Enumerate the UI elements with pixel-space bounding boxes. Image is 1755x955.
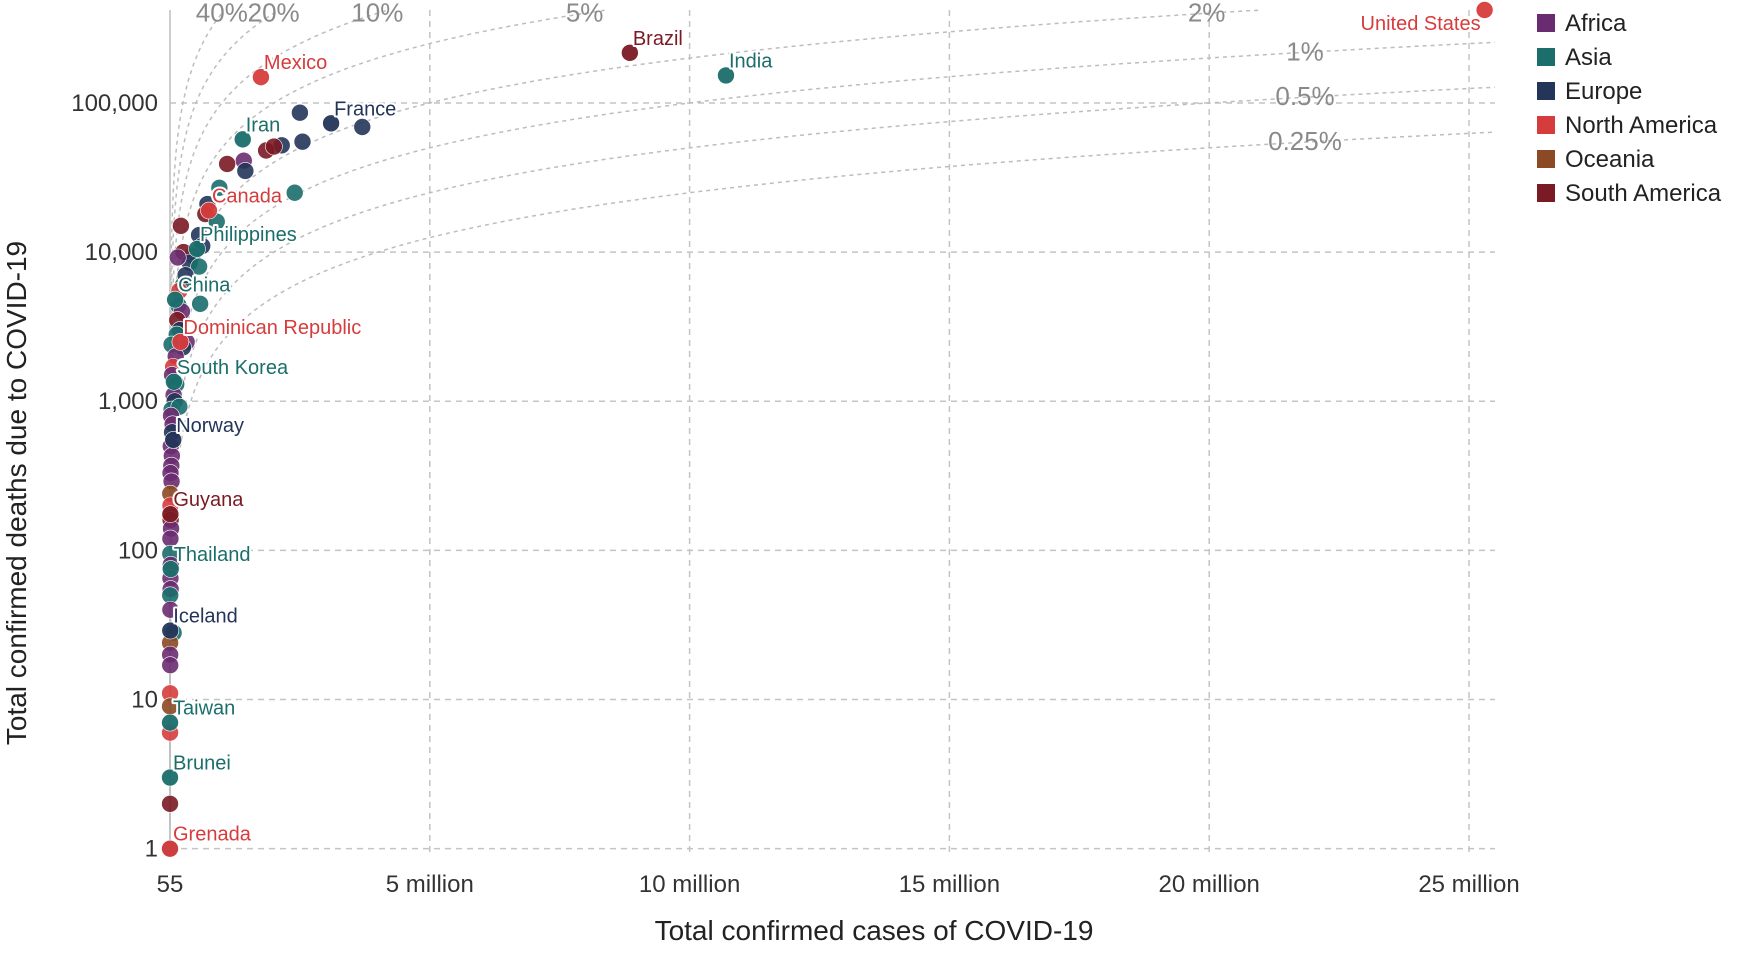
data-point — [161, 560, 180, 578]
x-axis-title: Total confirmed cases of COVID-19 — [655, 915, 1094, 946]
data-point — [1475, 1, 1494, 19]
data-point — [265, 137, 283, 156]
data-point — [191, 295, 209, 313]
data-point — [161, 768, 179, 787]
data-point — [200, 201, 218, 220]
grid-lines — [169, 10, 1495, 852]
data-points — [161, 1, 1494, 858]
data-point — [161, 600, 180, 619]
point-label: Guyana — [173, 489, 244, 511]
cfr-line — [169, 10, 225, 649]
y-tick-label: 1,000 — [98, 388, 158, 415]
cfr-label: 1% — [1286, 36, 1324, 66]
x-tick-label: 5 million — [386, 871, 474, 898]
y-tick-label: 100 — [118, 537, 158, 564]
legend: Africa Asia Europe North America Oceania Sout… — [1537, 10, 1722, 207]
x-tick-label: 10 million — [639, 871, 740, 898]
legend-label: Africa — [1565, 10, 1627, 37]
data-point — [161, 713, 179, 732]
data-point — [210, 178, 229, 197]
data-point — [161, 621, 180, 640]
data-point — [176, 266, 195, 285]
point-label: Brazil — [633, 28, 683, 50]
legend-swatch — [1537, 82, 1555, 100]
data-point — [161, 839, 179, 858]
data-point — [161, 505, 180, 523]
y-tick-label: 1 — [145, 836, 158, 863]
data-point — [252, 68, 270, 86]
data-point — [236, 162, 255, 180]
data-point — [291, 103, 309, 122]
cfr-label: 40% — [196, 0, 248, 27]
point-label: Iran — [246, 114, 280, 136]
data-point — [161, 656, 180, 674]
data-point — [190, 257, 208, 276]
point-label: Mexico — [264, 52, 327, 74]
data-point — [161, 794, 179, 813]
data-point — [621, 43, 639, 62]
axes: 1 10 100 1,000 10,000 100,000 55 5 million 10 mi… — [71, 90, 1519, 898]
x-tick-label: 55 — [157, 871, 184, 898]
legend-label: Oceania — [1565, 146, 1655, 173]
point-label: Thailand — [174, 544, 251, 566]
cfr-line — [169, 131, 1496, 824]
point-label: South Korea — [177, 357, 289, 379]
point-label: Philippines — [200, 224, 297, 246]
data-point — [165, 373, 183, 391]
data-point — [164, 431, 183, 449]
point-label: Grenada — [173, 824, 252, 846]
cfr-label: 5% — [566, 0, 604, 27]
data-point — [166, 290, 184, 309]
point-label: Brunei — [173, 753, 231, 775]
data-point — [168, 248, 187, 267]
data-point — [233, 130, 252, 149]
y-tick-label: 10 — [131, 687, 158, 714]
legend-swatch — [1537, 14, 1555, 32]
legend-label: North America — [1565, 112, 1718, 139]
point-label: Taiwan — [173, 698, 235, 720]
cfr-line — [169, 9, 1260, 843]
legend-swatch — [1537, 116, 1555, 134]
data-point — [353, 118, 372, 136]
point-label: Iceland — [173, 606, 238, 628]
legend-label: Asia — [1565, 44, 1612, 71]
x-tick-label: 15 million — [899, 871, 1000, 898]
point-labels: United States Brazil India Mexico France Iran… — [171, 11, 1483, 848]
cfr-label: 20% — [248, 0, 300, 27]
legend-label: South America — [1565, 180, 1722, 207]
data-point — [172, 217, 190, 235]
point-label: United States — [1361, 13, 1481, 35]
point-label: France — [334, 98, 396, 120]
x-tick-label: 20 million — [1159, 871, 1260, 898]
y-tick-label: 10,000 — [85, 239, 158, 266]
data-point — [188, 240, 206, 258]
data-point — [171, 333, 190, 351]
cfr-label: 10% — [351, 0, 403, 27]
legend-swatch — [1537, 184, 1555, 202]
data-point — [218, 155, 236, 173]
y-tick-label: 100,000 — [71, 90, 158, 117]
cfr-label: 0.25% — [1268, 126, 1342, 156]
cfr-line — [169, 86, 1496, 828]
point-label: India — [729, 50, 773, 72]
legend-swatch — [1537, 150, 1555, 168]
y-axis-title: Total confirmed deaths due to COVID-19 — [1, 241, 32, 745]
point-label: Norway — [176, 415, 244, 437]
cfr-label: 2% — [1188, 0, 1226, 27]
legend-swatch — [1537, 48, 1555, 66]
data-point — [717, 66, 735, 85]
x-tick-label: 25 million — [1418, 871, 1519, 898]
data-point — [285, 183, 304, 202]
legend-label: Europe — [1565, 78, 1642, 105]
point-label: Dominican Republic — [183, 317, 361, 339]
point-label: Canada — [212, 186, 283, 208]
cfr-label: 0.5% — [1275, 81, 1334, 111]
cfr-line — [169, 41, 1496, 847]
cfr-line — [169, 9, 605, 784]
cfr-line — [169, 9, 279, 694]
data-point — [322, 114, 340, 133]
data-point — [293, 132, 312, 151]
point-label: China — [178, 275, 231, 297]
